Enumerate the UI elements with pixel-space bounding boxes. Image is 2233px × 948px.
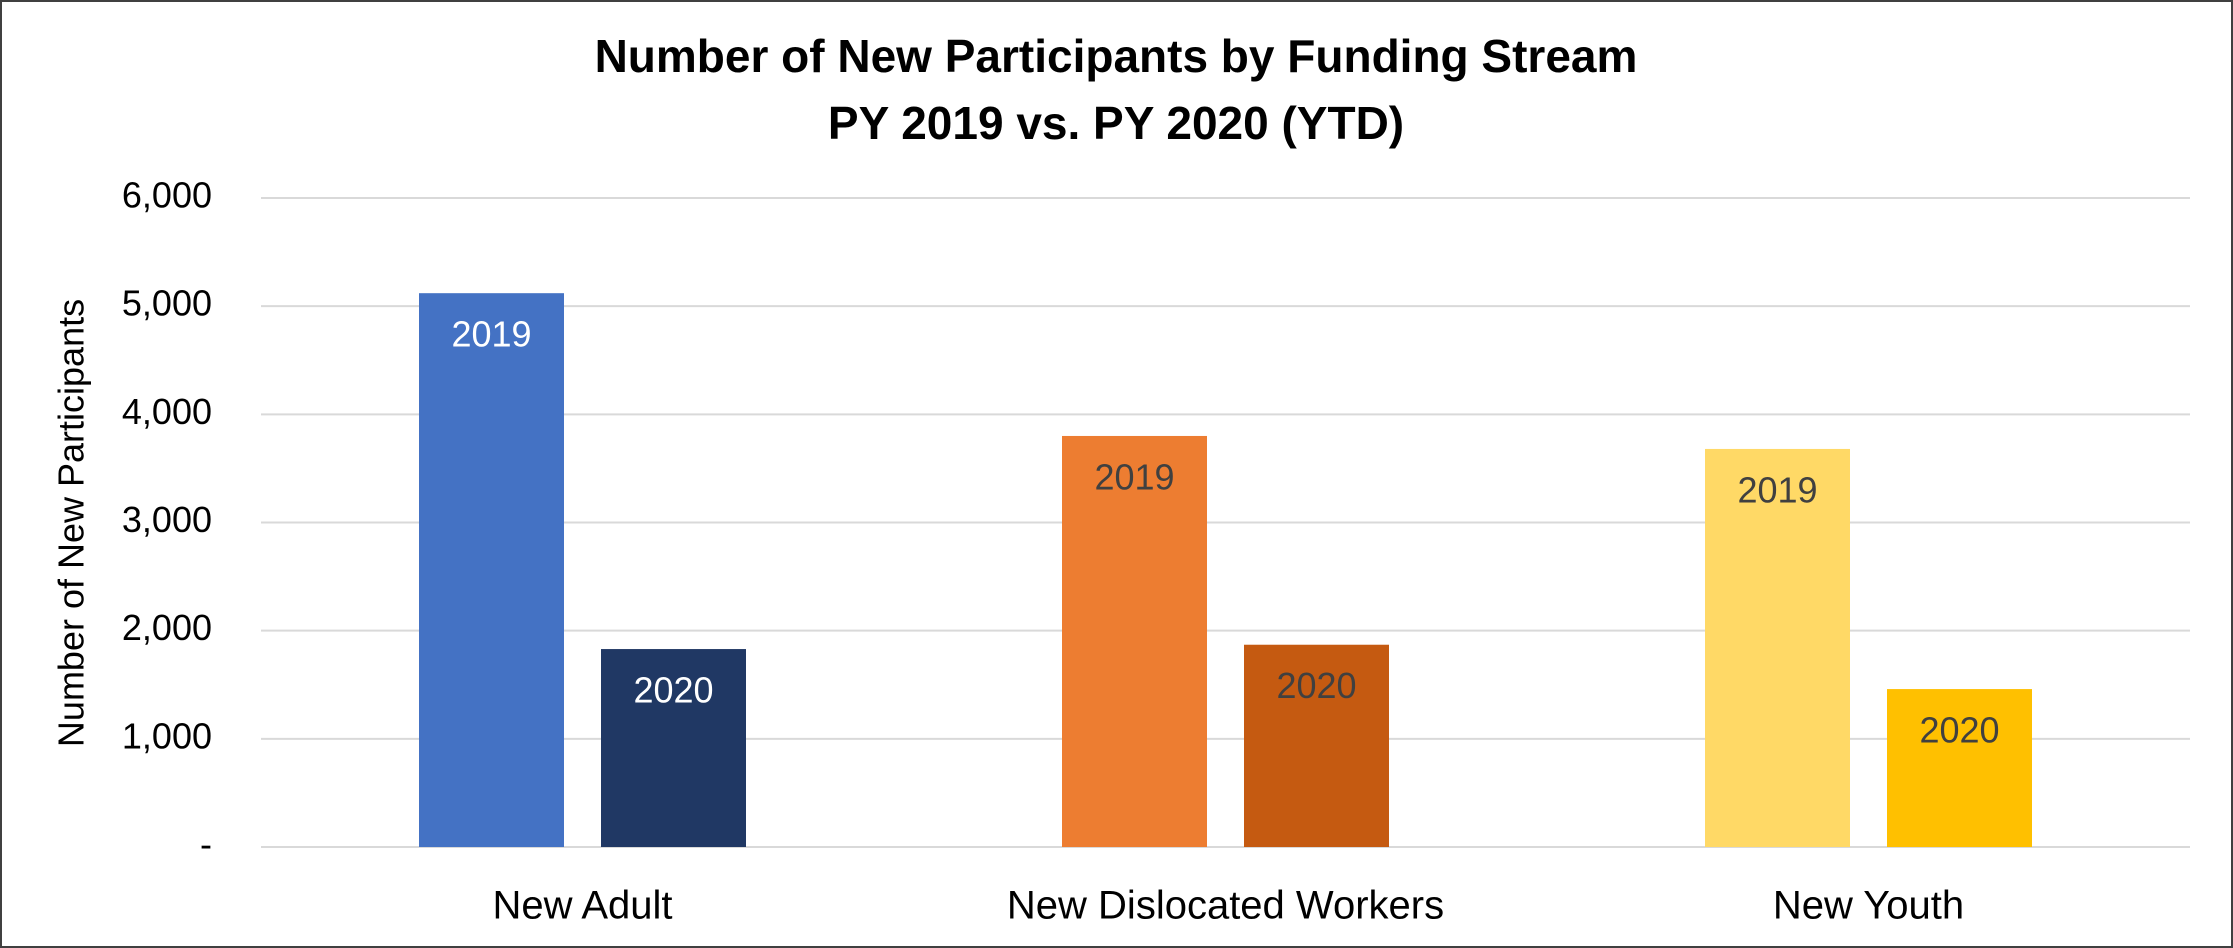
y-tick-label: 1,000 [122, 715, 212, 756]
data-label: 2019 [1737, 469, 1817, 510]
y-axis-label: Number of New Participants [51, 299, 92, 747]
x-tick-label: New Adult [492, 884, 672, 928]
data-label: 2020 [1919, 710, 1999, 751]
x-tick-label: New Dislocated Workers [1007, 884, 1444, 928]
y-tick-label: 4,000 [122, 391, 212, 432]
bar [419, 293, 564, 848]
chart-title: Number of New Participants by Funding St… [595, 30, 1638, 82]
data-label: 2019 [1094, 456, 1174, 497]
data-label: 2020 [633, 670, 713, 711]
y-tick-label: 6,000 [122, 175, 212, 216]
bar [1062, 435, 1207, 847]
data-label: 2020 [1276, 665, 1356, 706]
bar [1887, 689, 2032, 847]
y-tick-label: 2,000 [122, 607, 212, 648]
x-tick-label: New Youth [1773, 884, 1964, 928]
y-tick-label: 3,000 [122, 499, 212, 540]
bar [1244, 644, 1389, 847]
y-tick-label: 5,000 [122, 283, 212, 324]
chart-subtitle: PY 2019 vs. PY 2020 (YTD) [828, 97, 1404, 149]
y-tick-label: - [200, 824, 212, 865]
bar [1705, 448, 1850, 847]
bar [601, 649, 746, 847]
data-label: 2019 [451, 314, 531, 355]
